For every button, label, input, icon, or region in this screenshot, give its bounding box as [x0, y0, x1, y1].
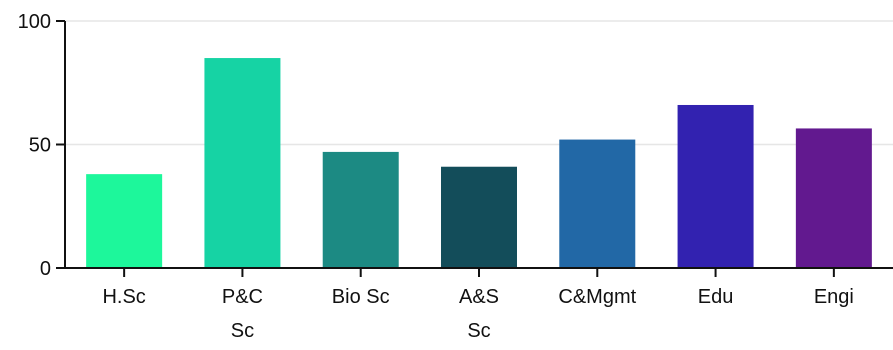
bar [795, 128, 872, 268]
bars [86, 58, 872, 268]
x-tick-label: Sc [231, 320, 254, 342]
y-axis: 0 50 100 [18, 11, 66, 280]
bar [204, 58, 281, 268]
y-tick-label: 0 [40, 258, 51, 280]
grid-lines [65, 20, 893, 146]
y-tick-label: 50 [29, 135, 51, 157]
x-tick-label: Sc [467, 320, 490, 342]
x-tick-label: P&C [222, 286, 263, 308]
bar [441, 166, 517, 268]
y-tick-label: 100 [18, 11, 51, 33]
x-tick-label: A&S [459, 286, 499, 308]
x-axis: H.Sc P&C Sc Bio Sc A&S Sc C&Mgmt Edu Engi [65, 267, 893, 342]
bar [86, 174, 163, 268]
bar [677, 104, 754, 268]
x-tick-label: Bio Sc [332, 286, 390, 308]
bar [322, 151, 399, 268]
x-tick-label: Edu [698, 286, 734, 308]
x-tick-label: H.Sc [102, 286, 145, 308]
x-tick-label: Engi [814, 286, 854, 308]
bar [559, 139, 636, 268]
x-tick-label: C&Mgmt [558, 286, 636, 308]
